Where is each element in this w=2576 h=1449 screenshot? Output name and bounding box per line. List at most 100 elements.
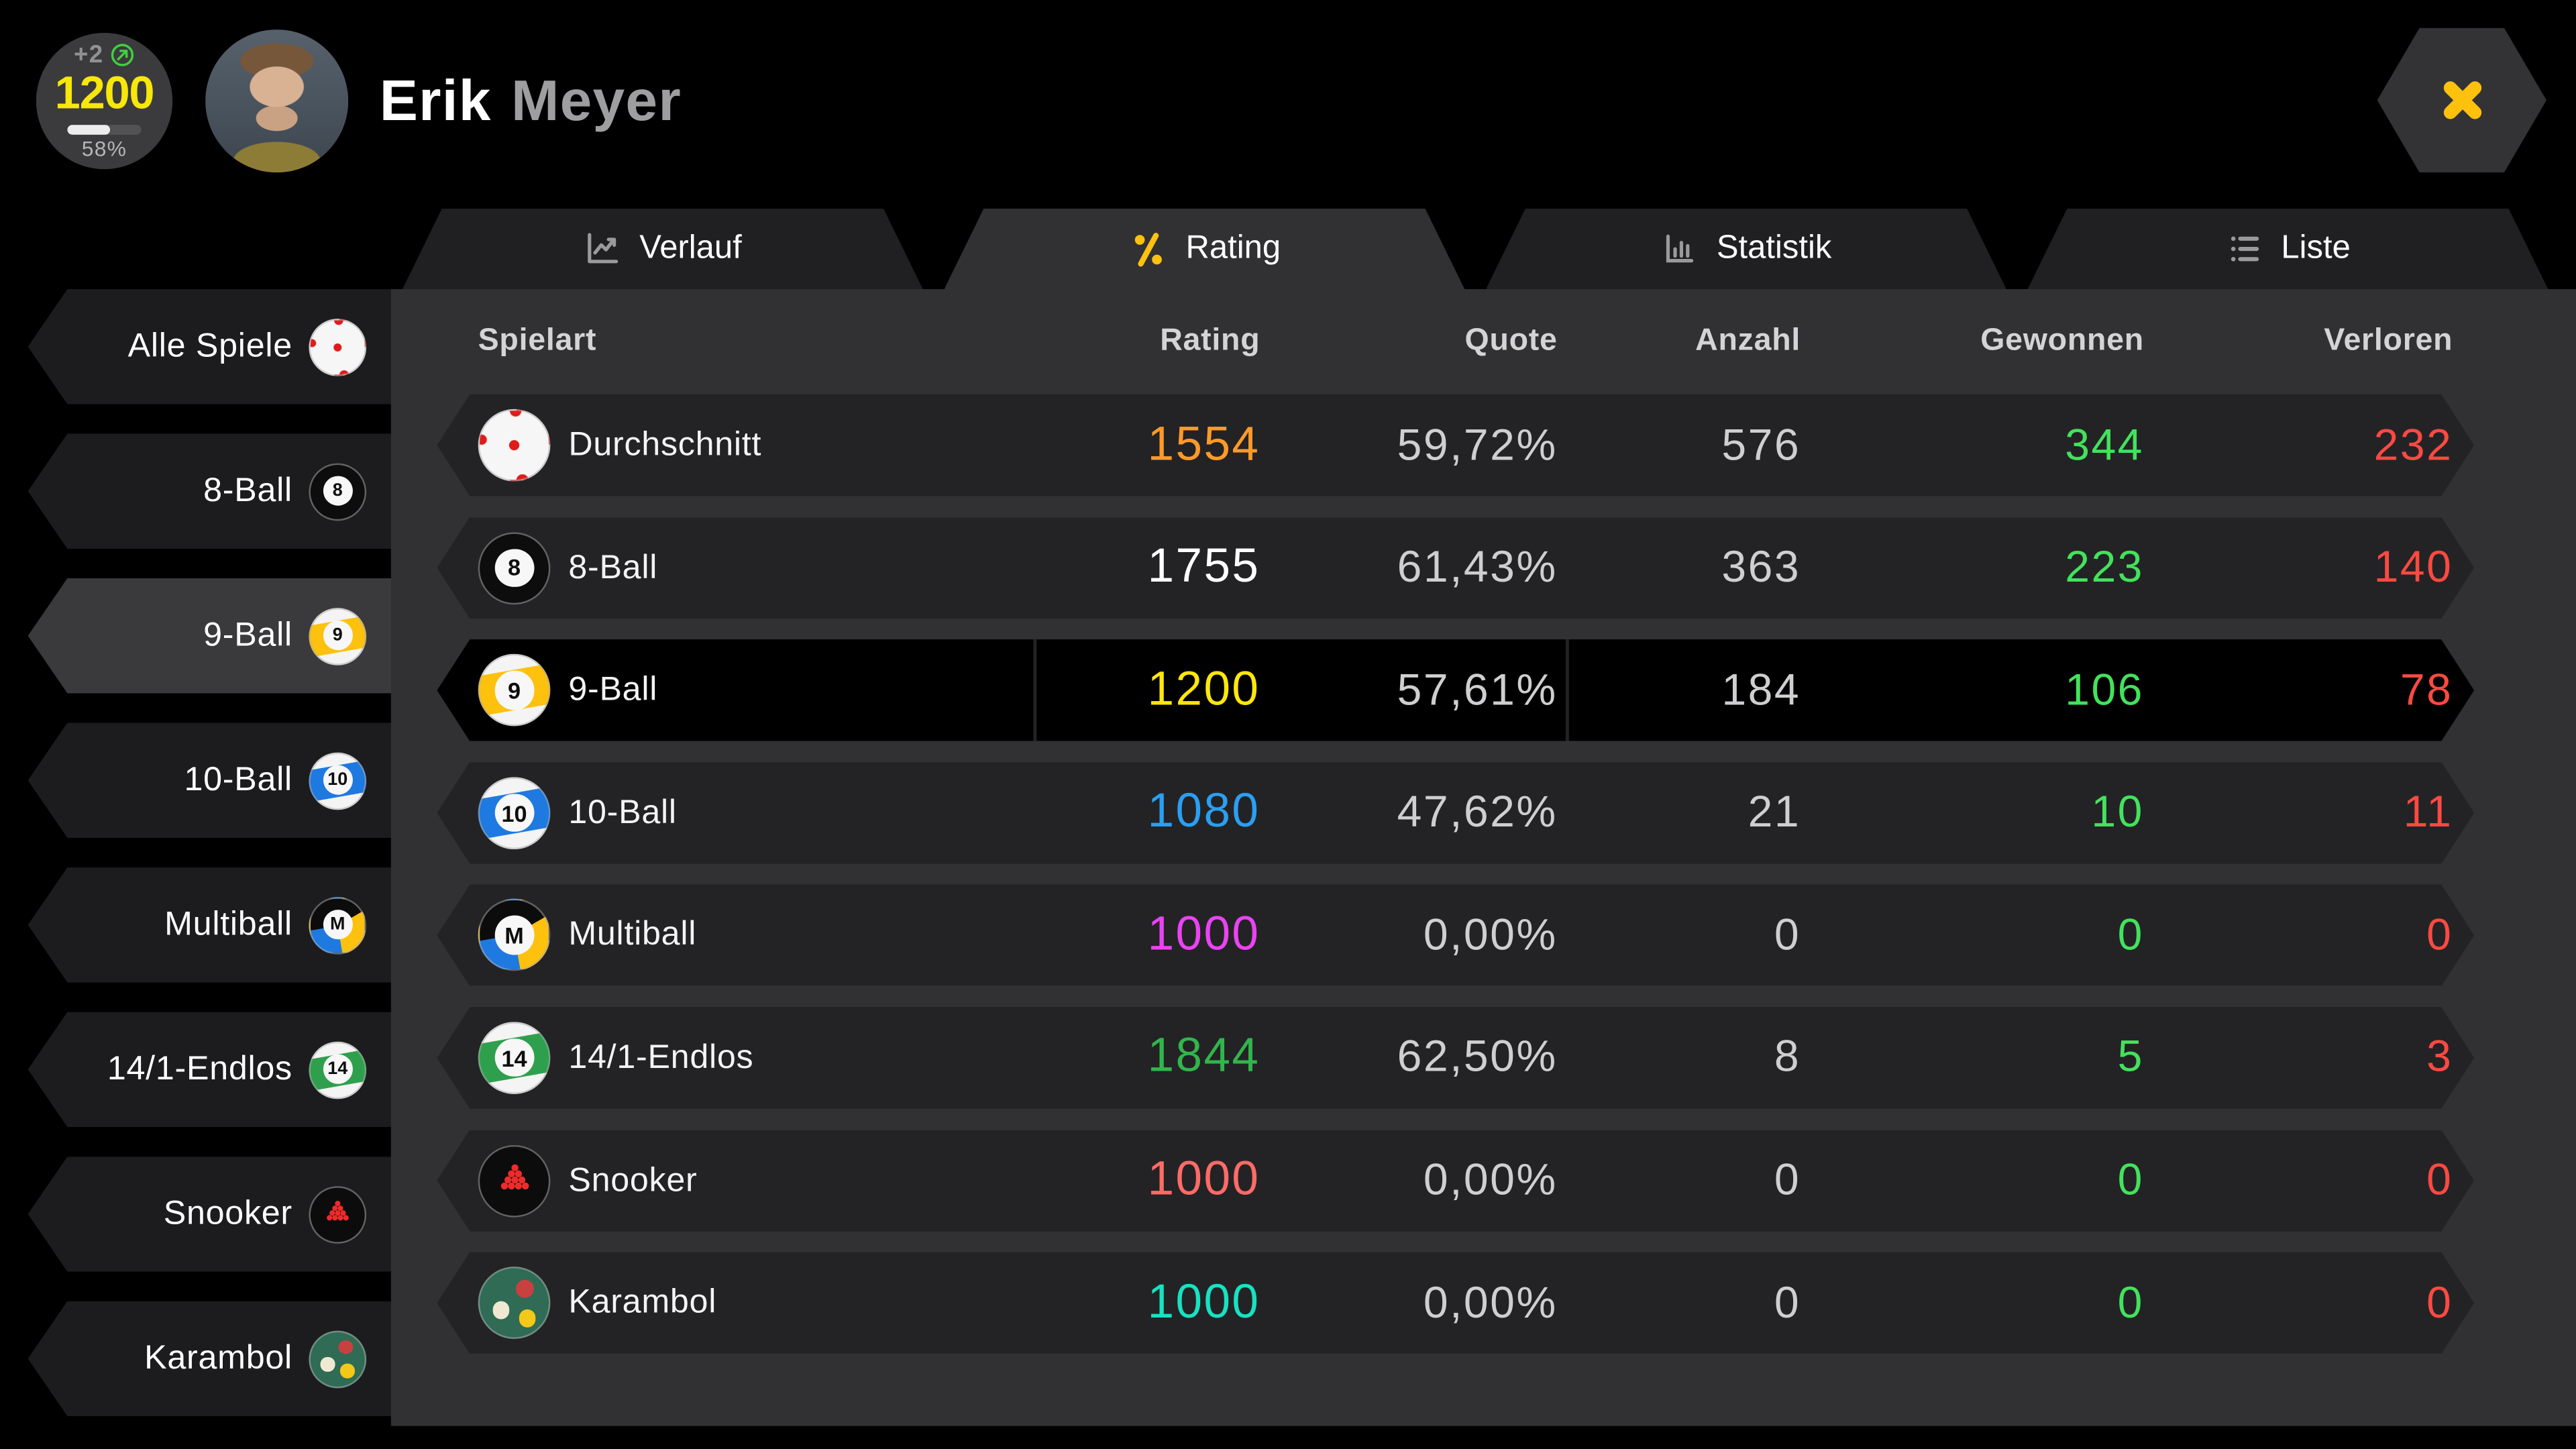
eight-ball-icon: 8 (309, 462, 367, 521)
cell-rating: 1000 (1147, 1276, 1260, 1329)
table-row-multiball[interactable]: M Multiball 1000 0,00% 0 0 0 (437, 884, 2474, 986)
row-game-label: 9-Ball (568, 670, 658, 708)
player-last-name: Meyer (511, 68, 682, 133)
column-quote: Quote (1464, 323, 1558, 358)
sidebar-item-label: 14/1-Endlos (107, 1049, 292, 1088)
cell-rating: 1000 (1147, 1153, 1260, 1206)
snooker-rack-icon (478, 1144, 551, 1217)
rating-delta-row: +2 (74, 41, 135, 69)
table-row-9-ball[interactable]: 9 9-Ball 1200 57,61% 184 106 78 (437, 639, 2474, 741)
cell-gewonnen: 10 (2091, 787, 2144, 837)
tab-liste[interactable]: Liste (2028, 209, 2548, 289)
ball-10-icon: 10 (309, 751, 367, 810)
tab-statistik[interactable]: Statistik (1486, 209, 2006, 289)
sidebar-item-label: 10-Ball (184, 760, 292, 799)
close-button[interactable] (2377, 28, 2546, 173)
column-rating: Rating (1160, 323, 1260, 358)
column-anzahl: Anzahl (1695, 323, 1801, 358)
cell-rating: 1755 (1147, 540, 1260, 594)
tab-rating[interactable]: Rating (945, 209, 1465, 289)
sidebar-item-10-ball[interactable]: 10-Ball 10 (28, 722, 394, 838)
sidebar-item-label: Alle Spiele (127, 327, 292, 365)
cell-quote: 47,62% (1397, 787, 1558, 837)
cell-rating: 1554 (1147, 418, 1260, 471)
ball-14-icon: 14 (478, 1022, 551, 1094)
cell-verloren: 0 (2426, 1155, 2453, 1205)
table-row-10-ball[interactable]: 10 10-Ball 1080 47,62% 21 10 11 (437, 762, 2474, 864)
table-row-14-1-endlos[interactable]: 14 14/1-Endlos 1844 62,50% 8 5 3 (437, 1007, 2474, 1109)
rating-value: 1200 (54, 67, 155, 119)
trend-arrow-icon (111, 44, 134, 66)
karambol-icon (309, 1330, 367, 1388)
row-game-label: Multiball (568, 916, 697, 954)
row-game-label: Snooker (568, 1161, 698, 1199)
percent-icon (1128, 229, 1168, 269)
ball-14-icon: 14 (309, 1040, 367, 1099)
list-icon (2225, 230, 2263, 268)
cell-anzahl: 0 (1774, 910, 1801, 959)
cell-anzahl: 363 (1721, 542, 1801, 592)
snooker-rack-icon (309, 1185, 367, 1243)
cell-quote: 62,50% (1397, 1032, 1558, 1082)
sidebar-item-snooker[interactable]: Snooker (28, 1157, 394, 1272)
cell-quote: 61,43% (1397, 542, 1558, 592)
sidebar-item-multiball[interactable]: Multiball M (28, 867, 394, 983)
cell-gewonnen: 223 (2065, 542, 2144, 592)
cell-rating: 1000 (1147, 908, 1260, 961)
sidebar-item-14-1-endlos[interactable]: 14/1-Endlos 14 (28, 1012, 394, 1128)
column-gewonnen: Gewonnen (1980, 323, 2144, 358)
karambol-icon (478, 1267, 551, 1340)
cell-anzahl: 184 (1721, 665, 1801, 714)
stats-panel: Spielart Rating Quote Anzahl Gewonnen Ve… (390, 289, 2576, 1426)
tab-label: Statistik (1716, 229, 1832, 266)
table-row-8-ball[interactable]: 8 8-Ball 1755 61,43% 363 223 140 (437, 517, 2474, 619)
cell-gewonnen: 344 (2065, 419, 2144, 470)
sidebar-item-8-ball[interactable]: 8-Ball 8 (28, 433, 394, 549)
row-game-label: 10-Ball (568, 793, 677, 831)
multiball-icon: M (478, 900, 551, 972)
tab-label: Verlauf (639, 229, 742, 266)
sidebar-item-alle-spiele[interactable]: Alle Spiele (28, 289, 394, 405)
table-header: Spielart Rating Quote Anzahl Gewonnen Ve… (437, 289, 2474, 394)
row-game-label: 14/1-Endlos (568, 1038, 754, 1077)
cell-verloren: 3 (2426, 1032, 2453, 1082)
cell-quote: 57,61% (1397, 665, 1558, 714)
cell-verloren: 0 (2426, 1277, 2453, 1327)
cue-ball-icon (478, 409, 551, 482)
cell-verloren: 140 (2373, 542, 2453, 592)
table-row-karambol[interactable]: Karambol 1000 0,00% 0 0 0 (437, 1252, 2474, 1354)
cell-verloren: 78 (2400, 665, 2453, 714)
cell-anzahl: 21 (1748, 787, 1801, 837)
cell-rating: 1080 (1147, 786, 1260, 839)
tab-verlauf[interactable]: Verlauf (402, 209, 923, 289)
column-spielart: Spielart (478, 323, 597, 358)
sidebar-item-karambol[interactable]: Karambol (28, 1301, 394, 1417)
column-verloren: Verloren (2324, 323, 2453, 358)
eight-ball-icon: 8 (478, 531, 551, 604)
cell-verloren: 0 (2426, 910, 2453, 959)
cell-quote: 59,72% (1397, 419, 1558, 470)
cell-gewonnen: 106 (2065, 665, 2144, 714)
cell-gewonnen: 0 (2117, 1277, 2144, 1327)
sidebar-item-label: 9-Ball (203, 616, 292, 654)
ball-10-icon: 10 (478, 777, 551, 849)
tab-bar: Verlauf Rating Statistik Liste (402, 209, 2548, 289)
rating-badge: +2 1200 58% (36, 32, 173, 170)
row-game-label: 8-Ball (568, 547, 658, 586)
cell-verloren: 232 (2373, 419, 2453, 470)
cell-quote: 0,00% (1423, 1155, 1558, 1205)
cell-gewonnen: 5 (2117, 1032, 2144, 1082)
sidebar-item-9-ball[interactable]: 9-Ball 9 (28, 578, 394, 694)
table-body: Durchschnitt 1554 59,72% 576 344 232 8 8… (391, 394, 2576, 1354)
ball-9-icon: 9 (309, 606, 367, 665)
table-row-snooker[interactable]: Snooker 1000 0,00% 0 0 0 (437, 1130, 2474, 1232)
sidebar-item-label: Karambol (144, 1338, 292, 1377)
table-row-durchschnitt[interactable]: Durchschnitt 1554 59,72% 576 344 232 (437, 394, 2474, 496)
cue-ball-icon (309, 317, 367, 376)
player-name: Erik Meyer (380, 0, 682, 204)
cell-anzahl: 0 (1774, 1155, 1801, 1205)
cell-anzahl: 0 (1774, 1277, 1801, 1327)
progress-percent: 58% (81, 136, 127, 162)
cell-verloren: 11 (2403, 787, 2453, 837)
